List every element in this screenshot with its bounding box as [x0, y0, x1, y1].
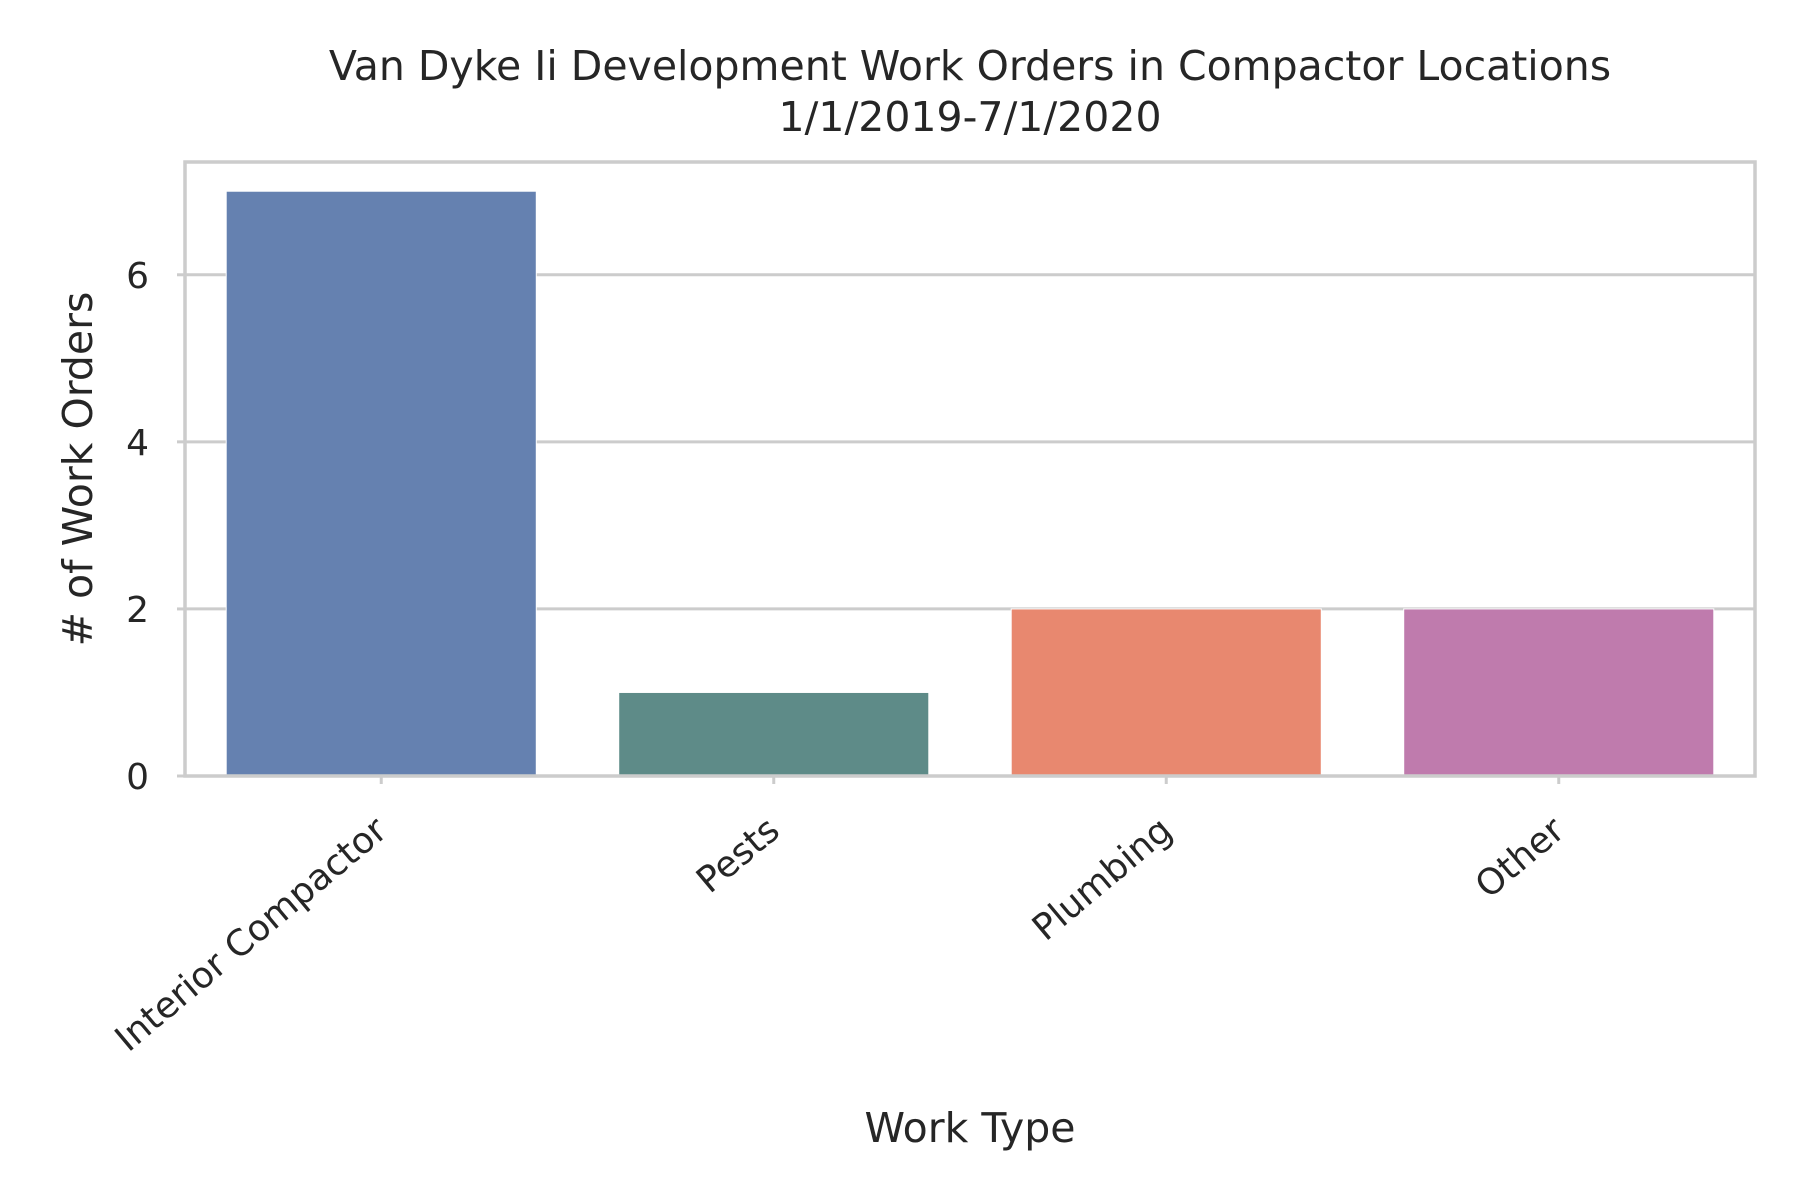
y-axis-ticks: 0 2 4 6 [126, 256, 185, 798]
plot-frame [183, 160, 1757, 778]
bar-other [1403, 608, 1715, 777]
bar-interior-compactor [225, 190, 537, 777]
y-axis-label: # of Work Orders [54, 292, 102, 647]
y-tick-label: 0 [126, 757, 149, 798]
bar-plumbing [1010, 608, 1322, 777]
bars [225, 190, 1715, 777]
chart-title-line-2: 1/1/2019-7/1/2020 [778, 93, 1161, 141]
chart-title-line-1: Van Dyke Ii Development Work Orders in C… [329, 42, 1611, 90]
x-axis-label: Work Type [864, 1104, 1075, 1152]
y-tick-label: 2 [126, 590, 149, 631]
bar-pests [618, 691, 930, 777]
y-tick-label: 4 [126, 423, 149, 464]
y-tick-label: 6 [126, 256, 149, 297]
